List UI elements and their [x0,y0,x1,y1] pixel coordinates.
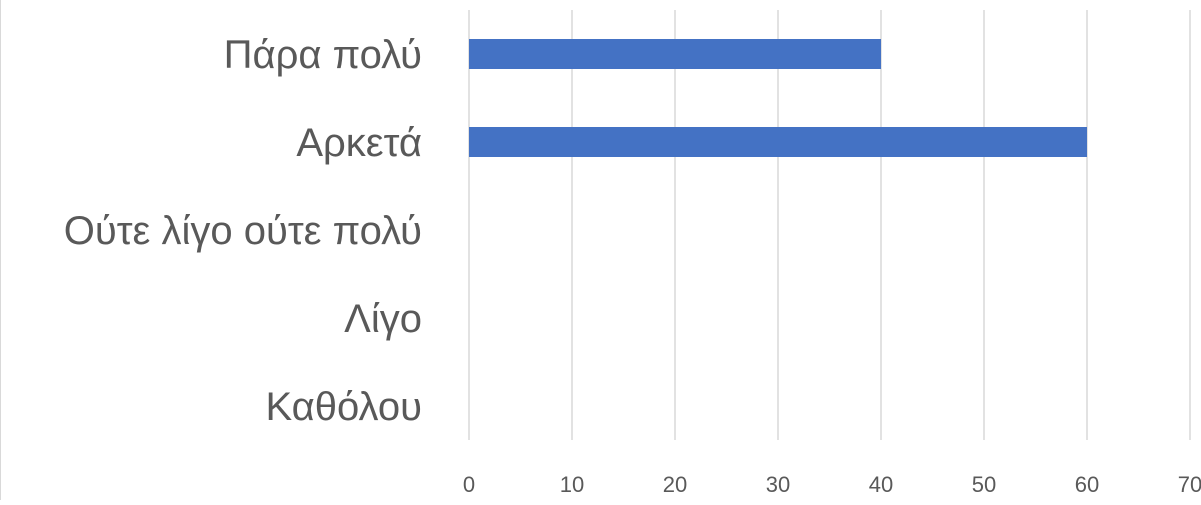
category-label-4: Λίγο [344,297,422,341]
bar-2 [469,127,1087,157]
x-tick-label-20: 20 [663,472,687,497]
bar-1 [469,39,881,69]
x-tick-label-50: 50 [972,472,996,497]
x-tick-label-10: 10 [560,472,584,497]
category-label-3: Ούτε λίγο ούτε πολύ [64,209,422,253]
bars [469,39,1087,157]
x-tick-label-70: 70 [1178,472,1201,497]
gridlines [468,10,1191,440]
x-tick-label-60: 60 [1075,472,1099,497]
x-tick-label-30: 30 [766,472,790,497]
x-tick-label-0: 0 [463,472,475,497]
category-labels: Πάρα πολύ Αρκετά Ούτε λίγο ούτε πολύ Λίγο Κα… [64,33,422,429]
category-label-5: Καθόλου [265,385,422,429]
x-tick-labels: 0 10 20 30 40 50 60 70 [463,472,1201,497]
category-label-1: Πάρα πολύ [224,33,422,77]
chart-frame-left-edge [0,0,1,500]
category-label-2: Αρκετά [296,121,422,165]
x-tick-label-40: 40 [869,472,893,497]
